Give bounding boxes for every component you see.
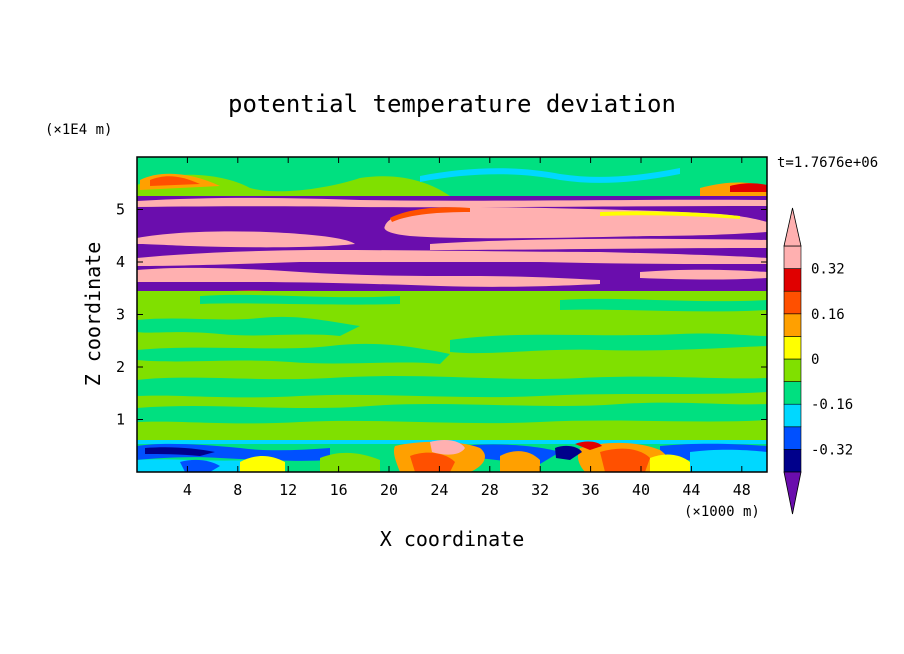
green-patch xyxy=(137,376,767,398)
x-tick-label: 44 xyxy=(682,481,700,499)
warm-patch xyxy=(600,448,650,472)
pink-band xyxy=(137,231,355,248)
cold-patch xyxy=(690,449,767,472)
time-label: t=1.7676e+06 xyxy=(777,155,878,171)
cold-patch xyxy=(145,447,215,456)
warm-patch xyxy=(430,440,465,455)
y-tick-label: 5 xyxy=(116,201,125,219)
upper-streak xyxy=(137,174,450,196)
pink-band xyxy=(137,197,767,208)
green-patch xyxy=(200,294,400,305)
x-tick-label: 8 xyxy=(233,481,242,499)
colorbar-swatch xyxy=(783,381,802,405)
red-streak xyxy=(390,207,470,222)
colorbar-label: -0.16 xyxy=(811,397,853,413)
colorbar-swatch xyxy=(783,290,802,315)
colorbar-swatch xyxy=(783,313,802,337)
x-tick-label: 36 xyxy=(582,481,600,499)
colorbar-label: -0.32 xyxy=(811,442,853,458)
x-tick-label: 32 xyxy=(531,481,549,499)
green-patch xyxy=(450,333,767,354)
pink-band xyxy=(137,267,600,287)
colorbar: 0.32 0.16 0 -0.16 -0.32 xyxy=(783,207,853,515)
colorbar-label: 0 xyxy=(811,352,819,368)
pink-band xyxy=(430,238,767,250)
colorbar-swatch xyxy=(783,336,802,360)
x-tick-label: 48 xyxy=(733,481,751,499)
colorbar-swatch xyxy=(783,268,802,292)
green-patch xyxy=(560,298,767,312)
pink-band xyxy=(137,250,767,266)
colorbar-swatch xyxy=(783,403,802,428)
warm-patch xyxy=(650,454,690,472)
upper-streak xyxy=(730,183,767,192)
y-scale-label: (×1E4 m) xyxy=(45,122,112,138)
warm-patch xyxy=(410,452,455,472)
y-tick-label: 1 xyxy=(116,411,125,429)
y-axis-label: Z coordinate xyxy=(81,242,105,387)
x-tick-label: 28 xyxy=(481,481,499,499)
cold-patch xyxy=(555,445,582,460)
colorbar-label: 0.16 xyxy=(811,307,845,323)
x-scale-label: (×1000 m) xyxy=(684,504,760,520)
x-tick-label: 20 xyxy=(380,481,398,499)
colorbar-label: 0.32 xyxy=(811,262,845,278)
y-tick-label: 3 xyxy=(116,306,125,324)
colorbar-extend-min xyxy=(783,471,802,515)
cold-patch xyxy=(180,459,220,472)
colorbar-swatch xyxy=(783,358,802,382)
upper-streak xyxy=(150,176,200,186)
y-tick-label: 4 xyxy=(116,253,125,271)
colorbar-extend-max xyxy=(783,207,802,247)
x-tick-label: 16 xyxy=(330,481,348,499)
warm-patch xyxy=(320,452,380,472)
warm-patch xyxy=(240,456,285,472)
green-patch xyxy=(137,316,360,336)
colorbar-swatch xyxy=(783,245,802,269)
x-tick-label: 12 xyxy=(279,481,297,499)
x-tick-label: 24 xyxy=(430,481,448,499)
colorbar-swatch xyxy=(783,449,802,473)
upper-streak xyxy=(420,168,680,183)
colorbar-swatch xyxy=(783,426,802,450)
x-axis-label: X coordinate xyxy=(380,527,525,551)
x-tick-label: 4 xyxy=(183,481,192,499)
y-axis: 1 2 3 4 5 xyxy=(116,201,767,429)
warm-patch xyxy=(575,441,602,450)
y-tick-label: 2 xyxy=(116,358,125,376)
yellow-streak xyxy=(600,211,740,219)
x-axis: 4 8 12 16 20 24 28 32 36 40 44 48 xyxy=(183,157,751,499)
x-tick-label: 40 xyxy=(632,481,650,499)
green-patch xyxy=(137,343,450,364)
warm-patch xyxy=(500,451,540,472)
chart-title: potential temperature deviation xyxy=(228,90,676,118)
green-patch xyxy=(137,402,767,424)
pink-band xyxy=(640,269,767,280)
contour-field xyxy=(137,157,767,472)
